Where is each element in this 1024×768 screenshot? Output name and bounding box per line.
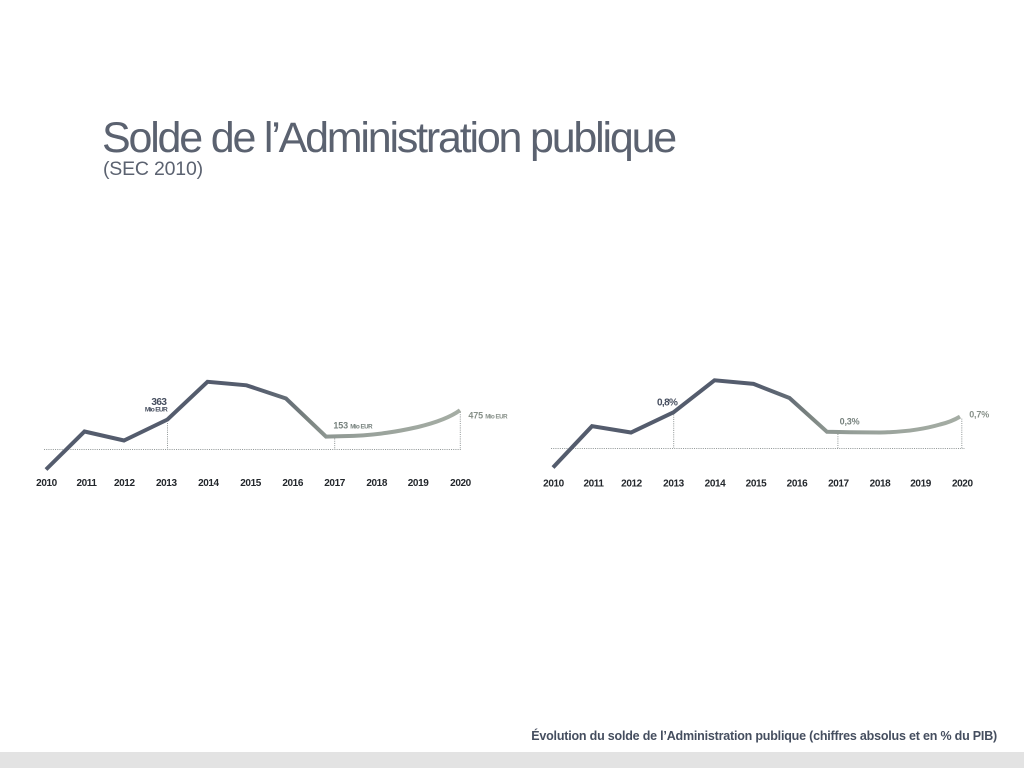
svg-text:Mio EUR: Mio EUR [145, 407, 168, 414]
svg-text:2018: 2018 [870, 479, 891, 490]
svg-text:0,3%: 0,3% [840, 417, 860, 427]
svg-text:2012: 2012 [621, 479, 642, 490]
svg-text:2010: 2010 [543, 479, 564, 490]
svg-text:Mio EUR: Mio EUR [350, 424, 373, 431]
svg-text:2016: 2016 [282, 478, 303, 489]
svg-text:2011: 2011 [583, 479, 604, 490]
svg-text:153: 153 [333, 421, 348, 431]
svg-text:2015: 2015 [240, 478, 261, 489]
svg-text:2010: 2010 [36, 478, 57, 489]
svg-text:Mio EUR: Mio EUR [485, 413, 508, 420]
svg-text:2019: 2019 [408, 478, 429, 489]
svg-text:2015: 2015 [746, 479, 767, 490]
svg-text:2013: 2013 [156, 478, 177, 489]
svg-text:2019: 2019 [910, 479, 931, 490]
svg-text:2017: 2017 [324, 478, 345, 489]
svg-text:2012: 2012 [114, 478, 135, 489]
svg-text:2016: 2016 [787, 479, 808, 490]
svg-text:2020: 2020 [952, 479, 973, 490]
svg-text:363: 363 [151, 397, 167, 408]
svg-text:2017: 2017 [828, 479, 849, 490]
svg-text:2014: 2014 [198, 478, 219, 489]
svg-text:2020: 2020 [450, 478, 471, 489]
svg-text:2014: 2014 [705, 479, 726, 490]
svg-text:475: 475 [468, 410, 483, 420]
svg-text:2011: 2011 [76, 478, 97, 489]
svg-text:0,7%: 0,7% [969, 410, 989, 420]
svg-text:0,8%: 0,8% [657, 397, 678, 408]
svg-text:2013: 2013 [663, 479, 684, 490]
svg-text:2018: 2018 [366, 478, 387, 489]
